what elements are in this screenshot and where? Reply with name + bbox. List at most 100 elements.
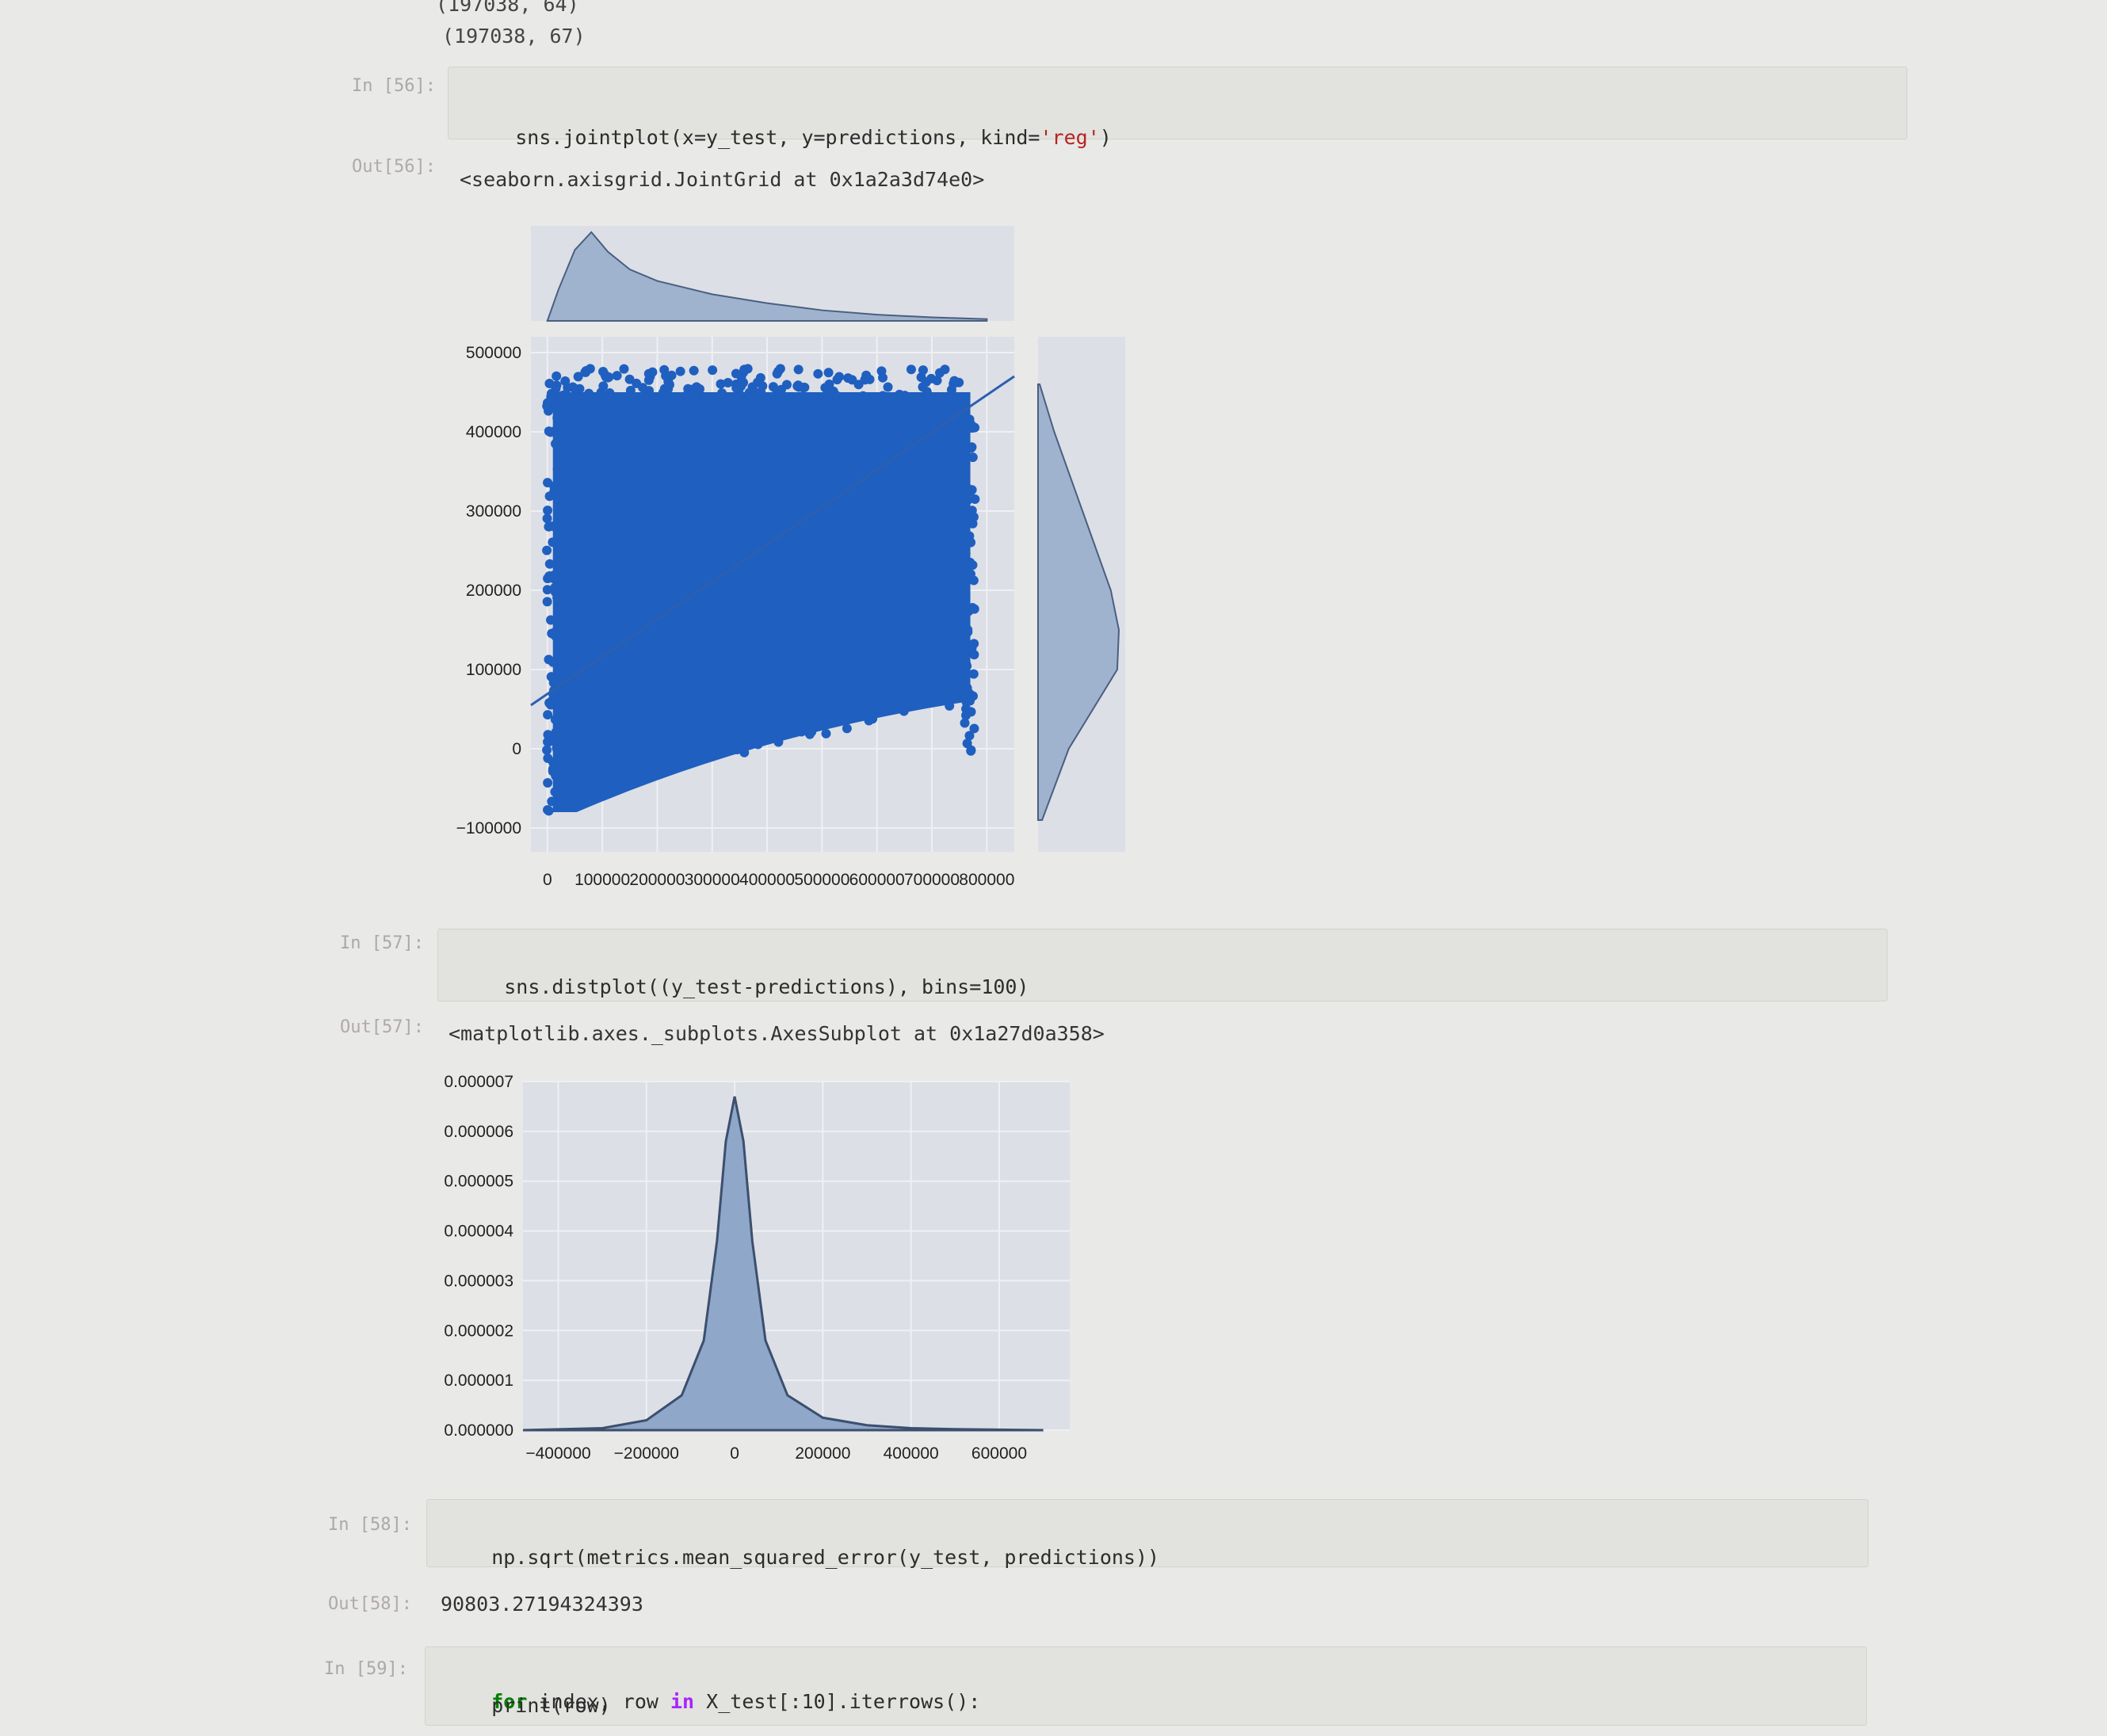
scatter-point (543, 737, 553, 747)
scatter-point (580, 367, 590, 377)
scatter-point (548, 677, 559, 688)
scatter-point (708, 711, 718, 721)
y-tick-label: 0.000003 (444, 1272, 513, 1290)
code-text: X_test[:10].iterrows(): (694, 1690, 981, 1713)
scatter-point (560, 757, 571, 768)
code-line[interactable]: for index, row in X_test[:10].iterrows()… (444, 1667, 980, 1736)
scatter-point (552, 593, 563, 603)
scatter-point (544, 571, 555, 582)
y-tick-label: −100000 (456, 819, 521, 837)
out-prompt: Out[57]: (340, 1017, 424, 1037)
scatter-point (555, 780, 566, 790)
code-line[interactable]: sns.jointplot(x=y_test, y=predictions, k… (468, 103, 1112, 172)
scatter-point (625, 385, 636, 395)
code-string: 'reg' (1040, 126, 1100, 149)
scatter-point (923, 391, 933, 402)
x-tick-label: −200000 (614, 1444, 679, 1463)
scatter-point (543, 710, 553, 720)
scatter-point (739, 747, 750, 757)
joint-scatter-panel: 0 100000 200000 300000 400000 500000 600000 700… (456, 337, 1015, 889)
code-keyword: in (670, 1690, 695, 1713)
x-tick-label: 800000 (959, 871, 1014, 889)
scatter-point (551, 771, 561, 781)
scatter-point (903, 394, 914, 404)
scatter-point (544, 654, 554, 665)
scatter-point (659, 364, 670, 375)
x-tick-label: 300000 (685, 871, 740, 889)
plot-background (523, 1082, 1070, 1430)
y-tick-label: 300000 (466, 502, 521, 521)
marginal-x-panel (531, 226, 1014, 322)
x-tick-label: 200000 (629, 871, 685, 889)
code-line: print(row) (444, 1694, 611, 1717)
scatter-point (693, 704, 703, 714)
scatter-point (552, 743, 562, 754)
output-repr: <seaborn.axisgrid.JointGrid at 0x1a2a3d7… (460, 168, 985, 191)
scatter-point (755, 715, 765, 725)
scatter-point (670, 708, 681, 718)
scatter-point (689, 365, 699, 376)
scatter-point (602, 761, 613, 771)
scatter-point (883, 382, 893, 392)
scatter-point (605, 388, 615, 399)
x-tick-label: 700000 (904, 871, 960, 889)
in-prompt: In [58]: (328, 1515, 412, 1535)
code-line[interactable]: sns.distplot((y_test-predictions), bins=… (456, 952, 1029, 1021)
scatter-point (552, 371, 562, 381)
scatter-point (755, 372, 765, 383)
x-tick-label: 0 (730, 1444, 739, 1463)
scatter-point (768, 689, 778, 699)
scatter-point (921, 377, 931, 387)
scatter-point (758, 701, 769, 712)
scatter-point (544, 491, 555, 502)
code-text: np.sqrt(metrics.mean_squared_error(y_tes… (491, 1546, 1160, 1569)
scatter-point (968, 575, 979, 586)
scatter-point (858, 391, 868, 401)
scatter-point (878, 391, 888, 401)
scatter-point (807, 718, 818, 728)
code-line[interactable]: np.sqrt(metrics.mean_squared_error(y_tes… (444, 1523, 1159, 1592)
scatter-point (916, 670, 926, 681)
y-tick-label: 0.000004 (444, 1223, 513, 1241)
scatter-point (963, 495, 973, 506)
y-tick-label: 0 (512, 740, 521, 758)
scatter-point (550, 715, 560, 725)
code-text: index, row (527, 1690, 670, 1713)
scatter-point (960, 578, 971, 589)
code-cell-58[interactable] (426, 1499, 1868, 1567)
code-cell-57[interactable] (437, 929, 1888, 1002)
in-prompt: In [57]: (340, 933, 424, 953)
scatter-point (842, 685, 853, 696)
y-tick-label: 0.000002 (444, 1322, 513, 1340)
scatter-point (959, 685, 969, 695)
scatter-point (551, 439, 561, 449)
scatter-point (894, 658, 904, 668)
stream-line: (197038, 67) (442, 25, 586, 48)
scatter-point (632, 731, 642, 742)
scatter-point (772, 386, 782, 396)
scatter-point (603, 372, 613, 383)
kde-curve (522, 1096, 1044, 1432)
scatter-cloud (552, 392, 971, 812)
scatter-point (775, 364, 785, 374)
y-tick-label: 0.000000 (444, 1421, 513, 1440)
scatter-point (663, 376, 674, 387)
scatter-point (551, 727, 561, 738)
scatter-point (716, 379, 726, 389)
scatter-point (962, 738, 972, 749)
scatter-point (782, 721, 792, 731)
code-cell-56[interactable] (448, 67, 1907, 139)
scatter-point (680, 744, 690, 754)
scatter-point (544, 378, 555, 388)
scatter-point (821, 728, 831, 738)
scatter-point (926, 666, 937, 677)
out-prompt: Out[56]: (352, 157, 436, 177)
scatter-point (547, 796, 557, 807)
marginal-y-panel (1037, 337, 1125, 852)
scatter-point (542, 597, 552, 607)
scatter-point (944, 684, 954, 694)
scatter-point (812, 709, 823, 719)
scatter-point (758, 381, 768, 391)
scatter-point (550, 787, 560, 797)
